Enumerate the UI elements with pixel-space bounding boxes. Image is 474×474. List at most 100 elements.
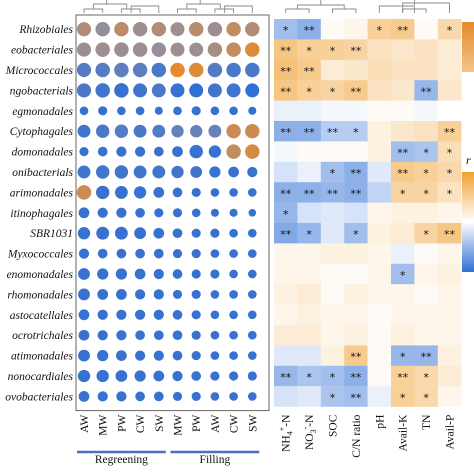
heatmap-cell xyxy=(437,100,462,122)
heatmap-cell xyxy=(367,304,392,326)
heatmap-cell xyxy=(391,121,415,142)
heatmap-cell xyxy=(367,182,392,203)
bubble xyxy=(208,145,222,158)
dendrogram-branch xyxy=(106,0,201,4)
bubble xyxy=(207,83,222,98)
row-label: Micrococcales xyxy=(5,65,74,77)
heatmap-cell xyxy=(344,243,368,264)
bubble xyxy=(153,187,165,198)
row-label: Cytophagales xyxy=(10,126,74,138)
significance-marker: ** xyxy=(350,187,362,200)
heatmap-cell xyxy=(367,161,392,183)
bubble-column-label: CW xyxy=(229,414,241,433)
bubble xyxy=(245,123,260,139)
bubble xyxy=(114,62,129,78)
heatmap-cell xyxy=(391,386,415,407)
bubble xyxy=(114,21,129,37)
significance-marker: * xyxy=(330,45,336,58)
heatmap-cell xyxy=(274,161,298,183)
heatmap-cell xyxy=(367,325,392,346)
bubble xyxy=(247,392,257,401)
heatmap-cell xyxy=(344,325,368,346)
bubble-column-label: PW xyxy=(191,414,203,431)
bubble-colorbar xyxy=(462,22,474,72)
bubble xyxy=(97,146,108,157)
heatmap-cell xyxy=(391,223,415,244)
heatmap-cell xyxy=(414,365,438,387)
bubble xyxy=(133,124,147,138)
bubble xyxy=(248,106,257,115)
bubble xyxy=(152,165,166,179)
dendrogram-branch xyxy=(186,3,221,9)
bubble xyxy=(134,146,146,157)
significance-marker: * xyxy=(400,391,406,404)
bubble xyxy=(154,106,163,115)
heatmap-cell xyxy=(367,345,392,366)
row-label: onibacterials xyxy=(12,167,73,179)
significance-marker: * xyxy=(283,208,289,221)
bubble xyxy=(76,22,92,37)
dendrogram-branch xyxy=(130,5,160,13)
bubble xyxy=(97,207,108,218)
significance-marker: * xyxy=(330,371,336,384)
heatmap-cell xyxy=(297,161,321,183)
bubble xyxy=(151,83,166,98)
significance-marker: ** xyxy=(304,24,316,37)
bubble xyxy=(78,329,90,341)
bubble xyxy=(247,249,257,258)
heatmap-cell xyxy=(367,80,392,101)
bubble xyxy=(153,289,164,300)
heatmap-cell xyxy=(414,161,438,183)
heatmap-cell xyxy=(367,121,392,142)
heatmap-cell xyxy=(274,39,298,60)
heatmap-cell xyxy=(344,202,368,224)
significance-marker: * xyxy=(400,187,406,200)
heatmap-cell xyxy=(344,365,368,387)
bubble xyxy=(191,228,201,238)
heatmap-cell xyxy=(414,386,438,407)
heatmap-cell xyxy=(274,325,298,346)
heatmap-cell xyxy=(367,223,392,244)
bubble xyxy=(135,391,145,402)
heatmap-cell xyxy=(274,243,298,264)
group-label: Filling xyxy=(200,454,231,466)
bubble xyxy=(170,83,185,98)
heatmap-cell xyxy=(297,80,321,101)
bubble xyxy=(171,125,184,138)
bubble xyxy=(78,391,90,402)
heatmap-cell xyxy=(391,100,415,122)
heatmap-column-label: Avail-K xyxy=(398,414,410,452)
bubble xyxy=(190,166,203,178)
heatmap-cell xyxy=(344,182,368,203)
bubble xyxy=(133,165,147,179)
bubble xyxy=(229,290,238,299)
bubble xyxy=(95,124,110,138)
row-label: Rhizobiales xyxy=(18,24,73,36)
significance-marker: ** xyxy=(350,351,362,364)
significance-marker: * xyxy=(306,45,312,58)
heatmap-cell xyxy=(414,39,438,60)
heatmap-cell xyxy=(437,243,462,264)
heatmap-cell xyxy=(367,141,392,162)
heatmap-cell xyxy=(414,80,438,101)
significance-marker: ** xyxy=(304,187,316,200)
heatmap-cell xyxy=(367,284,392,305)
bubble xyxy=(226,123,241,139)
bubble xyxy=(116,350,127,361)
bubble xyxy=(210,310,220,320)
bubble xyxy=(114,185,128,199)
bubble xyxy=(151,42,167,57)
bubble xyxy=(153,309,164,320)
heatmap-cell xyxy=(391,19,415,40)
bubble xyxy=(247,351,257,360)
bubble xyxy=(135,330,145,341)
bubble xyxy=(134,370,146,382)
heatmap-cell xyxy=(344,121,368,142)
bubble-column-label: SW xyxy=(154,414,166,431)
bubble xyxy=(229,106,238,116)
bubble xyxy=(191,269,201,279)
row-label: domonadales xyxy=(12,147,74,159)
bubble xyxy=(210,351,220,360)
bubble xyxy=(172,228,183,239)
heatmap-cell xyxy=(391,365,415,387)
